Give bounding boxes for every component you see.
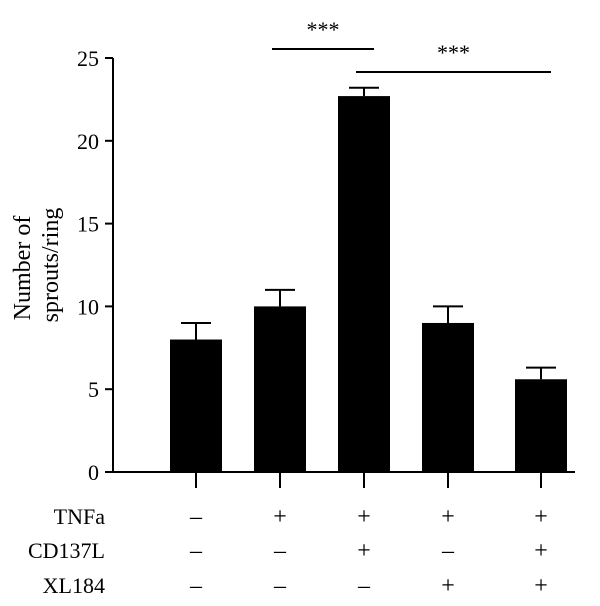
treatment-table: TNFa – + + + + CD137L – – + – + XL184 – – – + + [28,504,548,599]
treatment-label-1: CD137L [28,538,105,563]
treatment-symbol-2-0: – [189,573,203,599]
y-axis-label-line-2: sprouts/ring [38,208,64,323]
bar-0 [170,339,222,472]
bar-2 [338,96,390,472]
treatment-symbol-0-2: + [357,504,371,530]
treatment-label-0: TNFa [54,504,106,529]
bar-1 [254,306,306,472]
treatment-symbol-2-4: + [534,573,548,599]
significance-label-0: *** [307,17,340,42]
axes [112,58,575,473]
x-ticks [195,472,542,488]
treatment-symbol-0-4: + [534,504,548,530]
treatment-symbol-1-4: + [534,538,548,564]
y-tick-label-0: 0 [88,460,99,485]
treatment-label-2: XL184 [43,573,105,598]
treatment-symbol-0-3: + [441,504,455,530]
bar-3 [422,322,474,472]
treatment-symbol-1-1: – [273,538,287,564]
treatment-symbol-2-2: – [357,573,371,599]
treatment-symbol-2-1: – [273,573,287,599]
significance-label-1: *** [437,40,470,65]
treatment-symbol-1-3: – [441,538,455,564]
bar-4 [515,379,567,472]
treatment-symbol-0-0: – [189,504,203,530]
y-tick-label-2: 10 [77,294,99,319]
y-tick-label-1: 5 [88,377,99,402]
bars [170,86,567,472]
y-tick-label-5: 25 [77,46,99,71]
treatment-symbol-2-3: + [441,573,455,599]
y-axis-label-line-1: Number of [10,216,36,321]
y-tick-label-4: 20 [77,129,99,154]
treatment-symbol-0-1: + [273,504,287,530]
significance-brackets: *** *** [272,17,551,73]
y-axis-label: Number of sprouts/ring [10,208,64,323]
treatment-symbol-1-2: + [357,538,371,564]
y-tick-label-3: 15 [77,212,99,237]
treatment-symbol-1-0: – [189,538,203,564]
y-ticks: 0 5 10 15 20 25 [77,46,113,485]
